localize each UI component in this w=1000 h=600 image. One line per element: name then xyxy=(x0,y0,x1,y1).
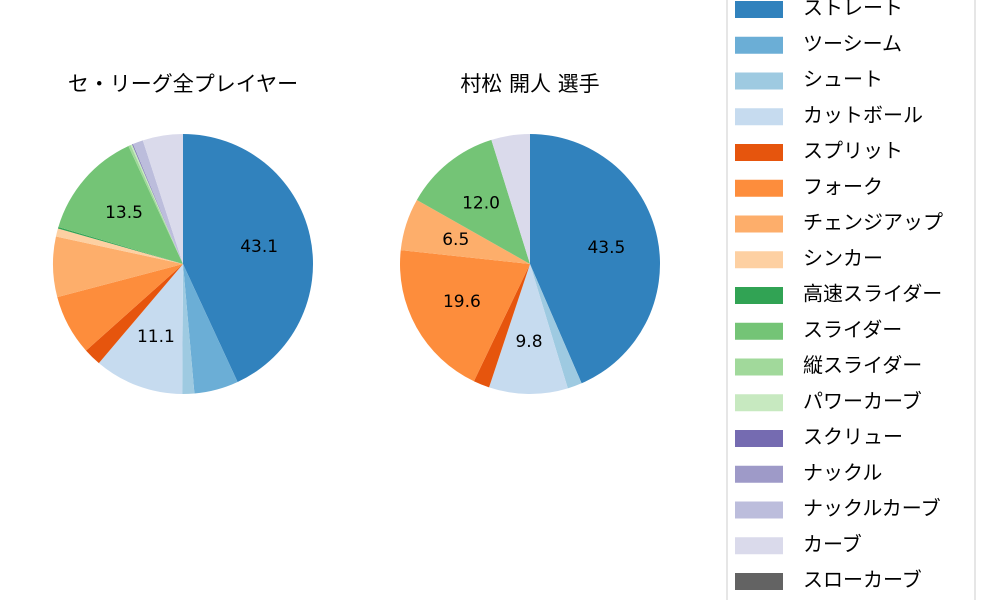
data-label: 11.1 xyxy=(137,327,175,347)
legend-label: ストレート xyxy=(803,0,903,20)
pie-slice xyxy=(142,134,183,264)
pie-slice xyxy=(132,140,183,264)
legend-box xyxy=(726,0,976,600)
legend-swatch xyxy=(735,108,783,126)
pie-slice xyxy=(182,264,195,394)
pie-slice xyxy=(98,264,183,394)
pie-slice xyxy=(55,228,184,264)
legend-label: カットボール xyxy=(803,103,923,127)
legend-label: 縦スライダー xyxy=(803,353,922,377)
legend-label: スローカーブ xyxy=(803,568,922,592)
legend-label: カーブ xyxy=(803,532,862,556)
pie-slice xyxy=(128,145,183,264)
legend-swatch xyxy=(735,501,783,519)
legend-label: シュート xyxy=(803,67,883,91)
chart-title: 村松 開人 選手 xyxy=(460,72,599,96)
legend-swatch xyxy=(735,36,783,54)
legend-swatch xyxy=(735,144,783,161)
legend-swatch xyxy=(735,394,783,412)
legend-label: スライダー xyxy=(803,317,902,341)
pie-slice xyxy=(58,146,183,264)
legend-swatch xyxy=(735,537,783,555)
pie-slice xyxy=(132,144,183,264)
legend-label: スクリュー xyxy=(803,425,903,449)
legend-swatch xyxy=(735,322,783,340)
pie-slice xyxy=(489,264,568,394)
pie-slice xyxy=(86,264,183,364)
legend-label: チェンジアップ xyxy=(803,210,943,234)
pie-slice xyxy=(400,199,530,264)
pie-slice xyxy=(130,144,183,264)
pie-slice xyxy=(183,134,313,382)
data-label: 13.5 xyxy=(105,203,143,223)
data-label: 43.5 xyxy=(587,238,625,258)
legend-swatch xyxy=(735,179,783,197)
legend-label: シンカー xyxy=(803,246,883,270)
data-label: 6.5 xyxy=(442,230,469,250)
data-label: 9.8 xyxy=(515,332,542,352)
chart-title: セ・リーグ全プレイヤー xyxy=(68,72,298,96)
legend-swatch xyxy=(735,465,783,483)
legend-swatch xyxy=(735,430,783,447)
legend-label: フォーク xyxy=(803,174,883,198)
pie-slice xyxy=(52,236,184,298)
legend-label: 高速スライダー xyxy=(803,282,942,306)
data-label: 12.0 xyxy=(462,193,500,213)
legend-label: スプリット xyxy=(803,139,903,163)
pie-slice xyxy=(57,264,183,351)
legend-swatch xyxy=(735,1,783,18)
pie-slice xyxy=(400,250,530,382)
legend-label: ナックルカーブ xyxy=(803,496,941,520)
legend-swatch xyxy=(735,573,783,590)
legend-label: パワーカーブ xyxy=(803,389,922,413)
pie-slice xyxy=(183,264,238,394)
data-label: 43.1 xyxy=(240,237,278,257)
legend-swatch xyxy=(735,251,783,269)
legend-swatch xyxy=(735,358,783,376)
pie-slice xyxy=(416,139,530,264)
pie-slice xyxy=(491,134,530,264)
pie-slice xyxy=(530,264,582,389)
pie-slice xyxy=(530,134,661,384)
legend-label: ナックル xyxy=(803,460,882,484)
legend-label: ツーシーム xyxy=(803,31,902,55)
pie-slice xyxy=(57,226,183,264)
legend-swatch xyxy=(735,72,783,90)
legend-swatch xyxy=(735,287,783,304)
data-label: 19.6 xyxy=(443,292,481,312)
pie-slice xyxy=(473,264,530,388)
legend-swatch xyxy=(735,215,783,233)
